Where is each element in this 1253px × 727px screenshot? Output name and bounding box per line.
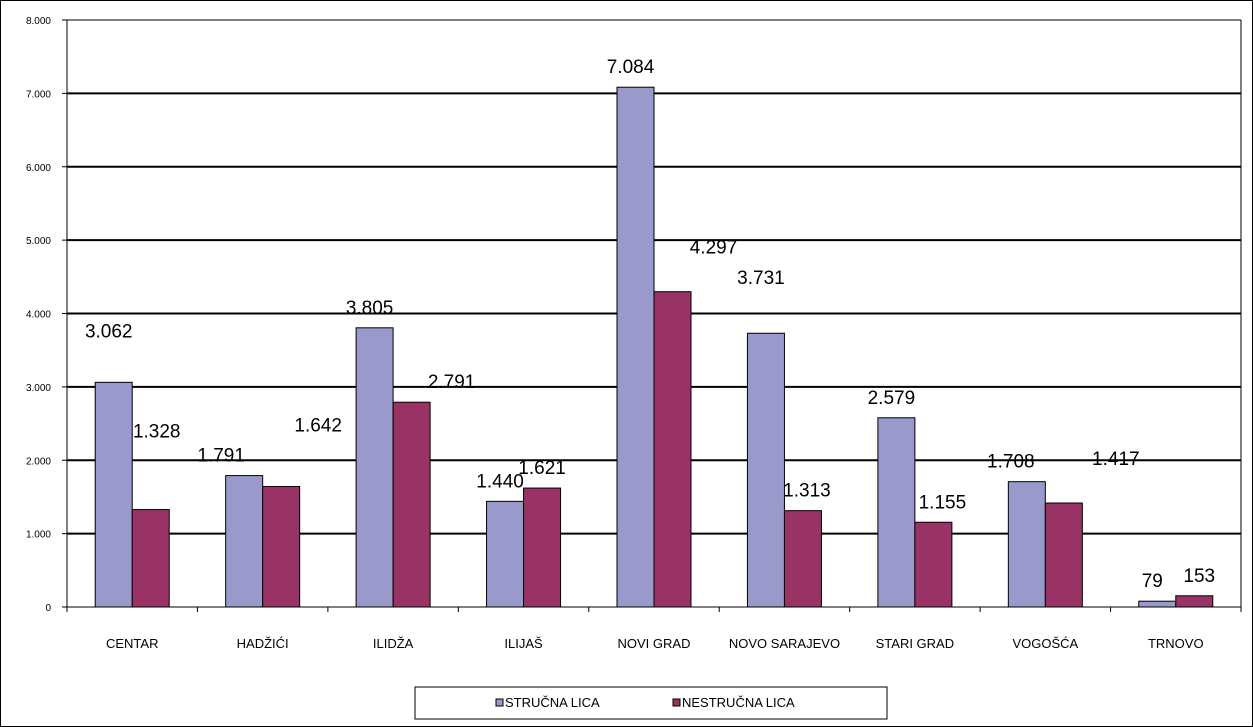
bar-strucna	[1138, 600, 1177, 608]
bar-nestrucna	[783, 510, 822, 608]
data-label: 1.313	[783, 481, 831, 502]
bar-nestrucna	[523, 487, 562, 608]
bar-strucna	[355, 327, 394, 608]
legend: STRUČNA LICA NESTRUČNA LICA	[414, 686, 888, 720]
y-tick-label: 2.000	[26, 456, 51, 467]
bar-strucna	[486, 500, 525, 608]
bar-strucna	[94, 381, 133, 608]
y-tick-label: 3.000	[26, 383, 51, 394]
data-label: 79	[1142, 571, 1163, 592]
bar-strucna	[616, 86, 655, 608]
bar-nestrucna	[1175, 595, 1214, 608]
data-label: 7.084	[607, 57, 655, 78]
bar-nestrucna	[131, 509, 170, 608]
bar-strucna	[225, 475, 264, 608]
bar-strucna	[877, 417, 916, 608]
bar-nestrucna	[914, 521, 953, 608]
y-tick-label: 7.000	[26, 89, 51, 100]
bar-nestrucna	[262, 486, 301, 608]
data-label: 1.328	[133, 422, 181, 443]
data-label: 3.805	[346, 298, 394, 319]
bar-nestrucna	[653, 291, 692, 608]
bar-strucna	[746, 332, 785, 608]
x-category-label: NOVO SARAJEVO	[729, 636, 840, 651]
data-label: 4.297	[690, 238, 738, 259]
data-label: 3.731	[737, 268, 785, 289]
x-category-label: ILIJAŠ	[504, 636, 543, 651]
data-label: 3.062	[85, 321, 133, 342]
bar-strucna	[1007, 481, 1046, 608]
x-category-label: VOGOŠĆA	[1012, 636, 1078, 651]
legend-label: STRUČNA LICA	[505, 695, 600, 710]
data-label: 153	[1183, 566, 1215, 587]
data-label: 1.417	[1092, 449, 1140, 470]
legend-swatch	[495, 698, 504, 707]
data-label: 1.642	[294, 416, 342, 437]
data-label: 1.791	[197, 446, 245, 467]
x-category-label: HADŽIĆI	[237, 636, 289, 651]
x-category-label: CENTAR	[106, 636, 158, 651]
bar-nestrucna	[392, 401, 431, 608]
legend-swatch	[672, 698, 681, 707]
y-tick-label: 1.000	[26, 530, 51, 541]
y-tick-label: 4.000	[26, 310, 51, 321]
x-category-label: NOVI GRAD	[618, 636, 691, 651]
data-label: 1.155	[919, 492, 967, 513]
y-tick-label: 6.000	[26, 163, 51, 174]
x-category-label: STARI GRAD	[876, 636, 955, 651]
y-tick-label: 5.000	[26, 236, 51, 247]
y-tick-label: 8.000	[26, 16, 51, 27]
data-label: 2.791	[428, 372, 476, 393]
legend-box	[414, 686, 888, 720]
data-label: 2.579	[868, 388, 916, 409]
bar-nestrucna	[1044, 502, 1083, 608]
data-label: 1.708	[987, 452, 1035, 473]
x-category-label: ILIDŽA	[373, 636, 414, 651]
data-label: 1.621	[518, 458, 566, 479]
y-tick-label: 0	[45, 603, 51, 614]
legend-label: NESTRUČNA LICA	[682, 695, 795, 710]
data-label: 1.440	[476, 471, 524, 492]
x-category-label: TRNOVO	[1148, 636, 1204, 651]
